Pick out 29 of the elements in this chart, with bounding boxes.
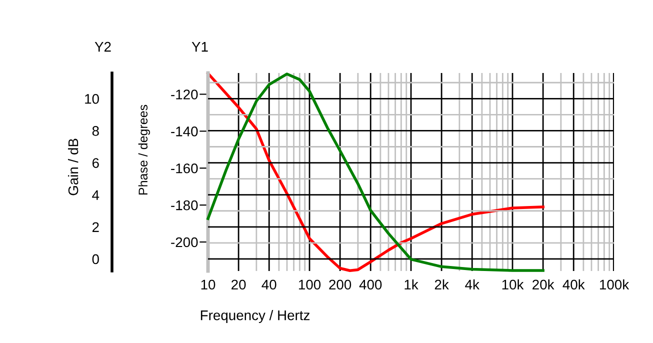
x-tick-label: 200 xyxy=(329,280,352,290)
x-tick-label: 100k xyxy=(600,279,630,290)
y2-tick-label: 2 xyxy=(92,222,99,232)
x-tick-label: 40 xyxy=(262,280,276,290)
text: Y2 xyxy=(94,42,111,52)
y-tick-label: -180 xyxy=(171,200,198,210)
x-tick-label: 40k xyxy=(562,279,585,290)
x-axis-title: Frequency / Hertz xyxy=(200,310,310,323)
y2-tick-label: 0 xyxy=(92,254,99,264)
y-tick-label: -200 xyxy=(171,237,198,248)
y2-tick-label: 6 xyxy=(92,158,99,168)
text: Y1 xyxy=(192,42,208,52)
x-tick-label: 2k xyxy=(434,279,449,290)
x-tick-label: 20 xyxy=(232,280,246,290)
y-axis-title: Phase / degrees xyxy=(138,104,150,194)
x-tick-label: 100 xyxy=(298,280,321,290)
x-tick-label: 1k xyxy=(404,279,418,290)
y2-tick-label: 8 xyxy=(92,126,99,136)
y-tick-label: -120 xyxy=(171,90,198,100)
x-tick-label: 10 xyxy=(201,280,216,290)
y2-tick-label: 10 xyxy=(85,94,99,104)
x-tick-label: 20k xyxy=(532,279,554,290)
x-tick-label: 4k xyxy=(465,279,480,290)
y-tick-label: -160 xyxy=(171,163,198,174)
x-tick-label: 400 xyxy=(359,280,382,290)
x-tick-label: 10k xyxy=(502,279,524,290)
y2-axis-title: Gain / dB xyxy=(68,138,78,196)
y-tick-label: -140 xyxy=(171,126,198,136)
y2-tick-label: 4 xyxy=(92,190,100,200)
